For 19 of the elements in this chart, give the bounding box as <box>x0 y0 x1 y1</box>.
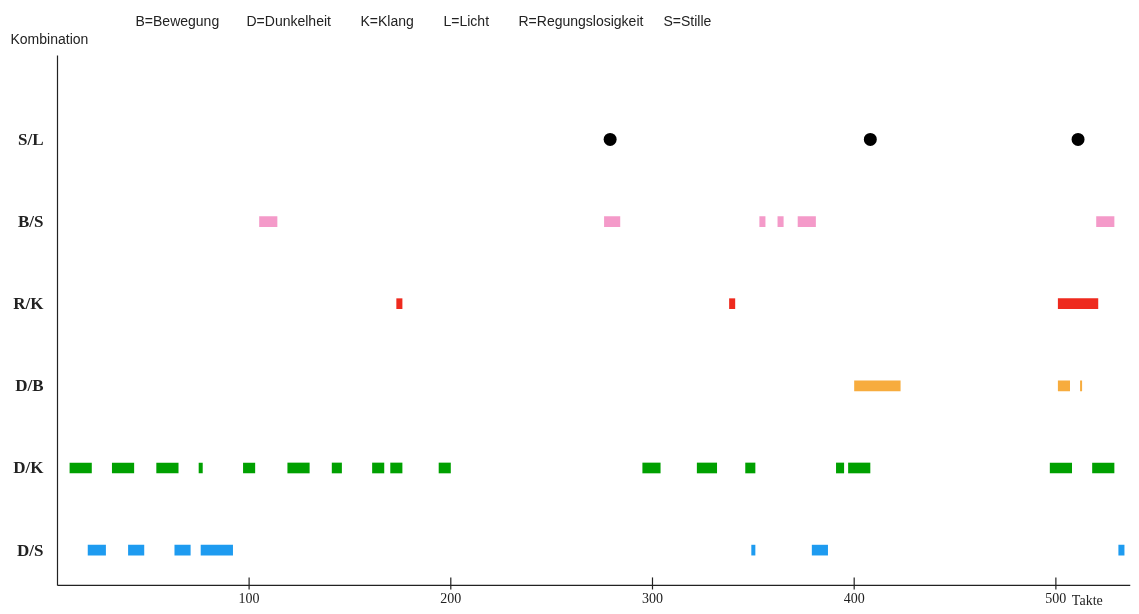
x-axis-title: Takte <box>1071 593 1103 609</box>
text: S=Stille <box>663 12 712 29</box>
y-tick-label: D/S <box>17 540 44 560</box>
x-tick-label: 400 <box>843 591 865 607</box>
text: L=Licht <box>443 12 490 29</box>
text: R=Regungslosigkeit <box>518 12 644 29</box>
x-tick-label: 300 <box>641 591 663 607</box>
x-tick-label: 500 <box>1045 591 1067 607</box>
y-axis-title: Kombination <box>10 30 89 47</box>
y-tick-label: B/S <box>17 212 44 232</box>
y-tick-label: D/B <box>15 376 44 396</box>
x-tick-label: 100 <box>238 591 260 607</box>
y-tick-label: S/L <box>17 129 44 149</box>
text: K=Klang <box>360 12 414 29</box>
y-tick-label: R/K <box>13 294 45 314</box>
x-tick-label: 200 <box>440 591 462 607</box>
text: D=Dunkelheit <box>246 12 332 29</box>
y-tick-label: D/K <box>13 458 45 478</box>
text: B=Bewegung <box>135 12 220 29</box>
